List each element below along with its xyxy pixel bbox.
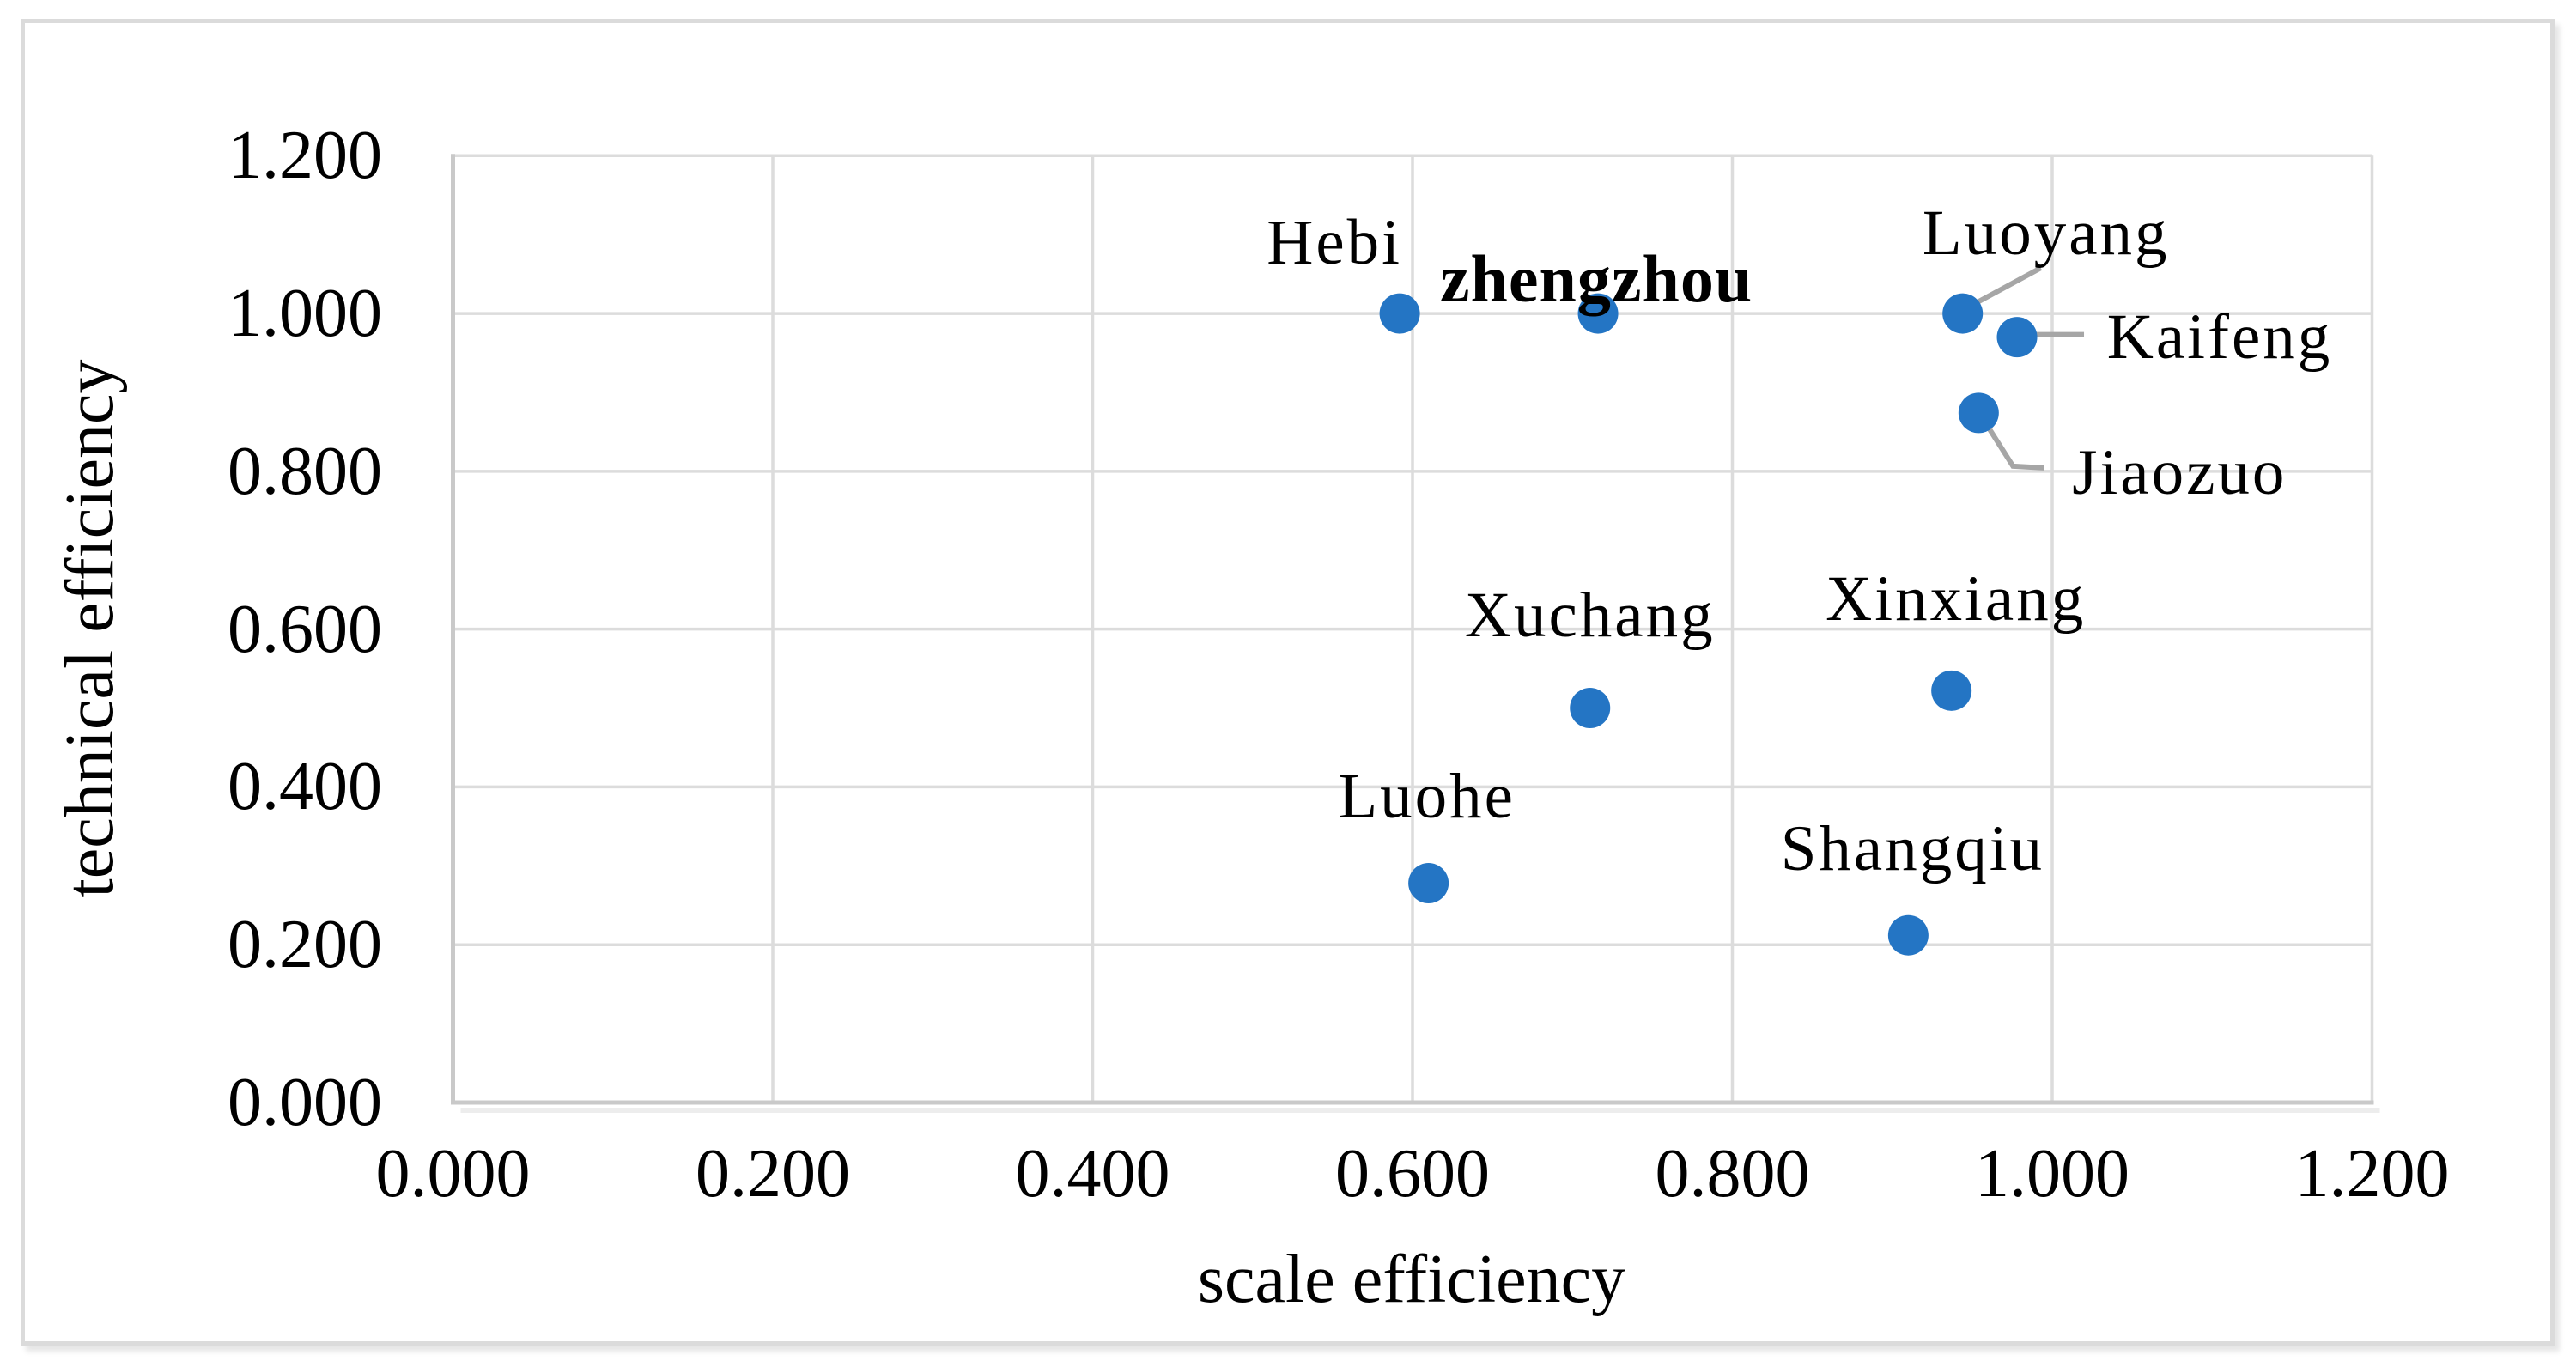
data-point-shangqiu — [1887, 914, 1929, 956]
x-tick-label: 0.200 — [696, 1136, 850, 1212]
point-label-kaifeng: Kaifeng — [2106, 301, 2333, 373]
point-label-hebi: Hebi — [1267, 207, 1402, 279]
y-tick-label: 1.200 — [228, 118, 382, 194]
data-point-zhengzhou — [1577, 293, 1619, 334]
point-label-shangqiu: Shangqiu — [1780, 813, 2045, 885]
y-tick-label: 0.200 — [228, 907, 382, 983]
leader-line-jiaozuo — [1982, 420, 2044, 471]
point-label-luohe: Luohe — [1338, 760, 1516, 832]
x-tick-label: 0.000 — [375, 1136, 531, 1212]
data-point-jiaozuo — [1958, 392, 1999, 434]
point-label-zhengzhou: zhengzhou — [1439, 241, 1753, 317]
data-point-luoyang — [1942, 293, 1984, 334]
point-label-xuchang: Xuchang — [1464, 579, 1716, 651]
data-point-hebi — [1379, 293, 1420, 334]
y-tick-label: 0.800 — [228, 433, 382, 509]
point-label-jiaozuo: Jiaozuo — [2072, 436, 2287, 508]
x-tick-label: 0.600 — [1335, 1136, 1490, 1212]
data-point-kaifeng — [1996, 317, 2038, 358]
y-tick-label: 0.600 — [228, 591, 382, 667]
x-tick-label: 0.400 — [1015, 1136, 1170, 1212]
chart-frame — [21, 19, 2555, 1346]
y-tick-label: 0.400 — [228, 749, 382, 825]
point-label-luoyang: Luoyang — [1922, 197, 2170, 270]
data-point-xinxiang — [1931, 670, 1972, 711]
x-tick-label: 1.200 — [2294, 1136, 2450, 1212]
y-tick-label: 0.000 — [228, 1065, 382, 1140]
data-point-luohe — [1408, 863, 1449, 904]
data-point-xuchang — [1570, 688, 1611, 729]
x-tick-label: 1.000 — [1975, 1136, 2129, 1212]
point-label-xinxiang: Xinxiang — [1826, 563, 2087, 635]
x-axis-title: scale efficiency — [1197, 1242, 1626, 1317]
x-tick-label: 0.800 — [1655, 1136, 1810, 1212]
y-tick-label: 1.000 — [228, 276, 382, 352]
